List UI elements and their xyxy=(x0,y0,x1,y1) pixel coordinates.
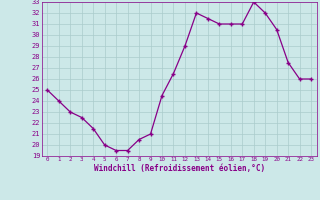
X-axis label: Windchill (Refroidissement éolien,°C): Windchill (Refroidissement éolien,°C) xyxy=(94,164,265,173)
